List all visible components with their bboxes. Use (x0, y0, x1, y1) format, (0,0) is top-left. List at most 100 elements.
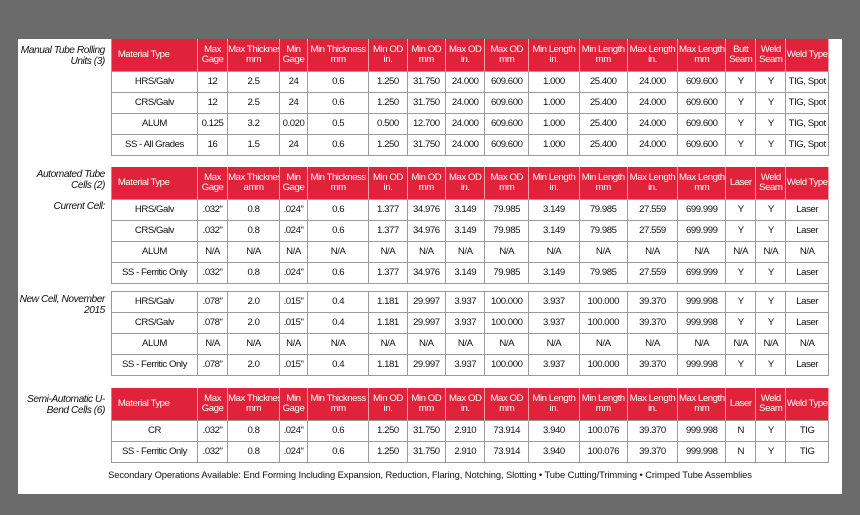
material-cell: CRS/Galv (110, 91, 199, 114)
column-header: Min OD in. (368, 167, 408, 199)
column-header: Material Type (110, 388, 199, 420)
column-header: Max Length mm (677, 167, 727, 199)
value-cell: 0.8 (227, 219, 280, 242)
value-cell: 3.2 (227, 112, 280, 135)
value-cell: 79.985 (578, 219, 628, 242)
value-cell: 1.5 (227, 133, 280, 156)
table-row: CRS/Galv .078" 2.0.015" 0.4 1.181 29.997 3.937… (18, 311, 829, 334)
value-cell: 3.937 (444, 290, 486, 313)
section-label: Current Cell: (18, 199, 112, 283)
value-cell: 73.914 (484, 419, 529, 442)
value-cell: 0.6 (306, 261, 370, 284)
column-header: Min OD mm (406, 167, 447, 199)
value-cell: 609.600 (484, 133, 529, 156)
value-cell: 100.000 (578, 290, 628, 313)
value-cell: Laser (785, 290, 829, 313)
column-header: Max Length in. (626, 39, 679, 71)
table-row: CRS/Galv .032" 0.8.024" 0.6 1.377 34.976 3.149… (18, 219, 829, 242)
column-header: Max Length in. (626, 388, 679, 420)
value-cell: 999.998 (677, 419, 727, 442)
value-cell: 73.914 (484, 440, 529, 463)
column-header: Min OD in. (368, 388, 408, 420)
column-header: Laser (725, 388, 757, 420)
value-cell: 1.250 (368, 133, 408, 156)
value-cell: 0.6 (306, 440, 370, 463)
value-cell: .032" (197, 419, 229, 442)
material-cell: ALUM (110, 112, 199, 135)
value-cell: 1.250 (368, 440, 408, 463)
value-cell: 3.937 (528, 290, 580, 313)
value-cell: 25.400 (578, 91, 628, 114)
value-cell: 39.370 (626, 440, 679, 463)
value-cell: 24 (278, 133, 309, 156)
material-cell: ALUM (110, 240, 199, 263)
column-header: Weld Seam (755, 39, 787, 71)
material-cell: SS - Ferritic Only (110, 440, 199, 463)
value-cell: 2.910 (444, 440, 486, 463)
value-cell: 1.377 (368, 219, 408, 242)
value-cell: 100.076 (578, 419, 628, 442)
value-cell: 25.400 (578, 112, 628, 135)
value-cell: .015" (278, 290, 309, 313)
value-cell: 999.998 (677, 311, 727, 334)
value-cell: N/A (677, 240, 727, 263)
value-cell: 609.600 (677, 70, 727, 93)
value-cell: 609.600 (484, 112, 529, 135)
value-cell: Y (755, 290, 787, 313)
spec-table: Semi-Automatic U-Bend Cells (6) Material … (18, 388, 829, 463)
value-cell: Y (755, 91, 787, 114)
value-cell: 1.000 (528, 133, 580, 156)
value-cell: N/A (197, 332, 229, 355)
value-cell: .078" (197, 290, 229, 313)
header-row: Automated Tube Cells (2) Material Type Max… (18, 167, 829, 199)
value-cell: N/A (528, 240, 580, 263)
value-cell: 24.000 (444, 112, 486, 135)
value-cell: 699.999 (677, 198, 727, 221)
value-cell: Y (725, 91, 757, 114)
value-cell: Y (725, 261, 757, 284)
value-cell: Y (725, 198, 757, 221)
value-cell: N/A (725, 332, 757, 355)
value-cell: 27.559 (626, 198, 679, 221)
value-cell: 1.377 (368, 261, 408, 284)
value-cell: 100.000 (484, 311, 529, 334)
column-header: Max OD in. (444, 388, 486, 420)
column-header: Max OD in. (444, 167, 486, 199)
value-cell: Y (725, 112, 757, 135)
value-cell: N/A (368, 332, 408, 355)
value-cell: .032" (197, 219, 229, 242)
value-cell: Y (755, 70, 787, 93)
value-cell: 100.000 (484, 290, 529, 313)
column-header: Min Length in. (528, 167, 580, 199)
table-row: HRS/Galv 12 2.5 24 0.6 1.250 31.750 24.000 609.6… (18, 70, 829, 93)
material-cell: SS - All Grades (110, 133, 199, 156)
value-cell: 0.8 (227, 261, 280, 284)
value-cell: .032" (197, 261, 229, 284)
material-cell: SS - Ferritic Only (110, 261, 199, 284)
value-cell: Laser (785, 219, 829, 242)
value-cell: 12 (197, 70, 229, 93)
column-header: Max OD mm (484, 39, 529, 71)
header-row: Semi-Automatic U-Bend Cells (6) Material … (18, 388, 829, 462)
value-cell: .024" (278, 419, 309, 442)
value-cell: 24.000 (626, 91, 679, 114)
material-cell: HRS/Galv (110, 70, 199, 93)
value-cell: N (725, 440, 757, 463)
value-cell: 0.020 (278, 112, 309, 135)
value-cell: 2.0 (227, 290, 280, 313)
value-cell: Y (755, 353, 787, 376)
value-cell: .032" (197, 440, 229, 463)
value-cell: N/A (626, 240, 679, 263)
value-cell: N (725, 419, 757, 442)
value-cell: .024" (278, 440, 309, 463)
table-row: ALUM N/A N/A N/A N/A N/A N/A N/A N/A N/A N/A N/A N/A… (18, 332, 829, 355)
value-cell: N/A (785, 332, 829, 355)
value-cell: N/A (227, 332, 280, 355)
value-cell: 0.8 (227, 440, 280, 463)
column-header: Max Gage (197, 167, 229, 199)
value-cell: N/A (578, 332, 628, 355)
value-cell: 100.000 (578, 353, 628, 376)
value-cell: .078" (197, 311, 229, 334)
value-cell: N/A (197, 240, 229, 263)
header-row: Manual Tube Rolling Units (3) Material Ty… (18, 39, 829, 155)
